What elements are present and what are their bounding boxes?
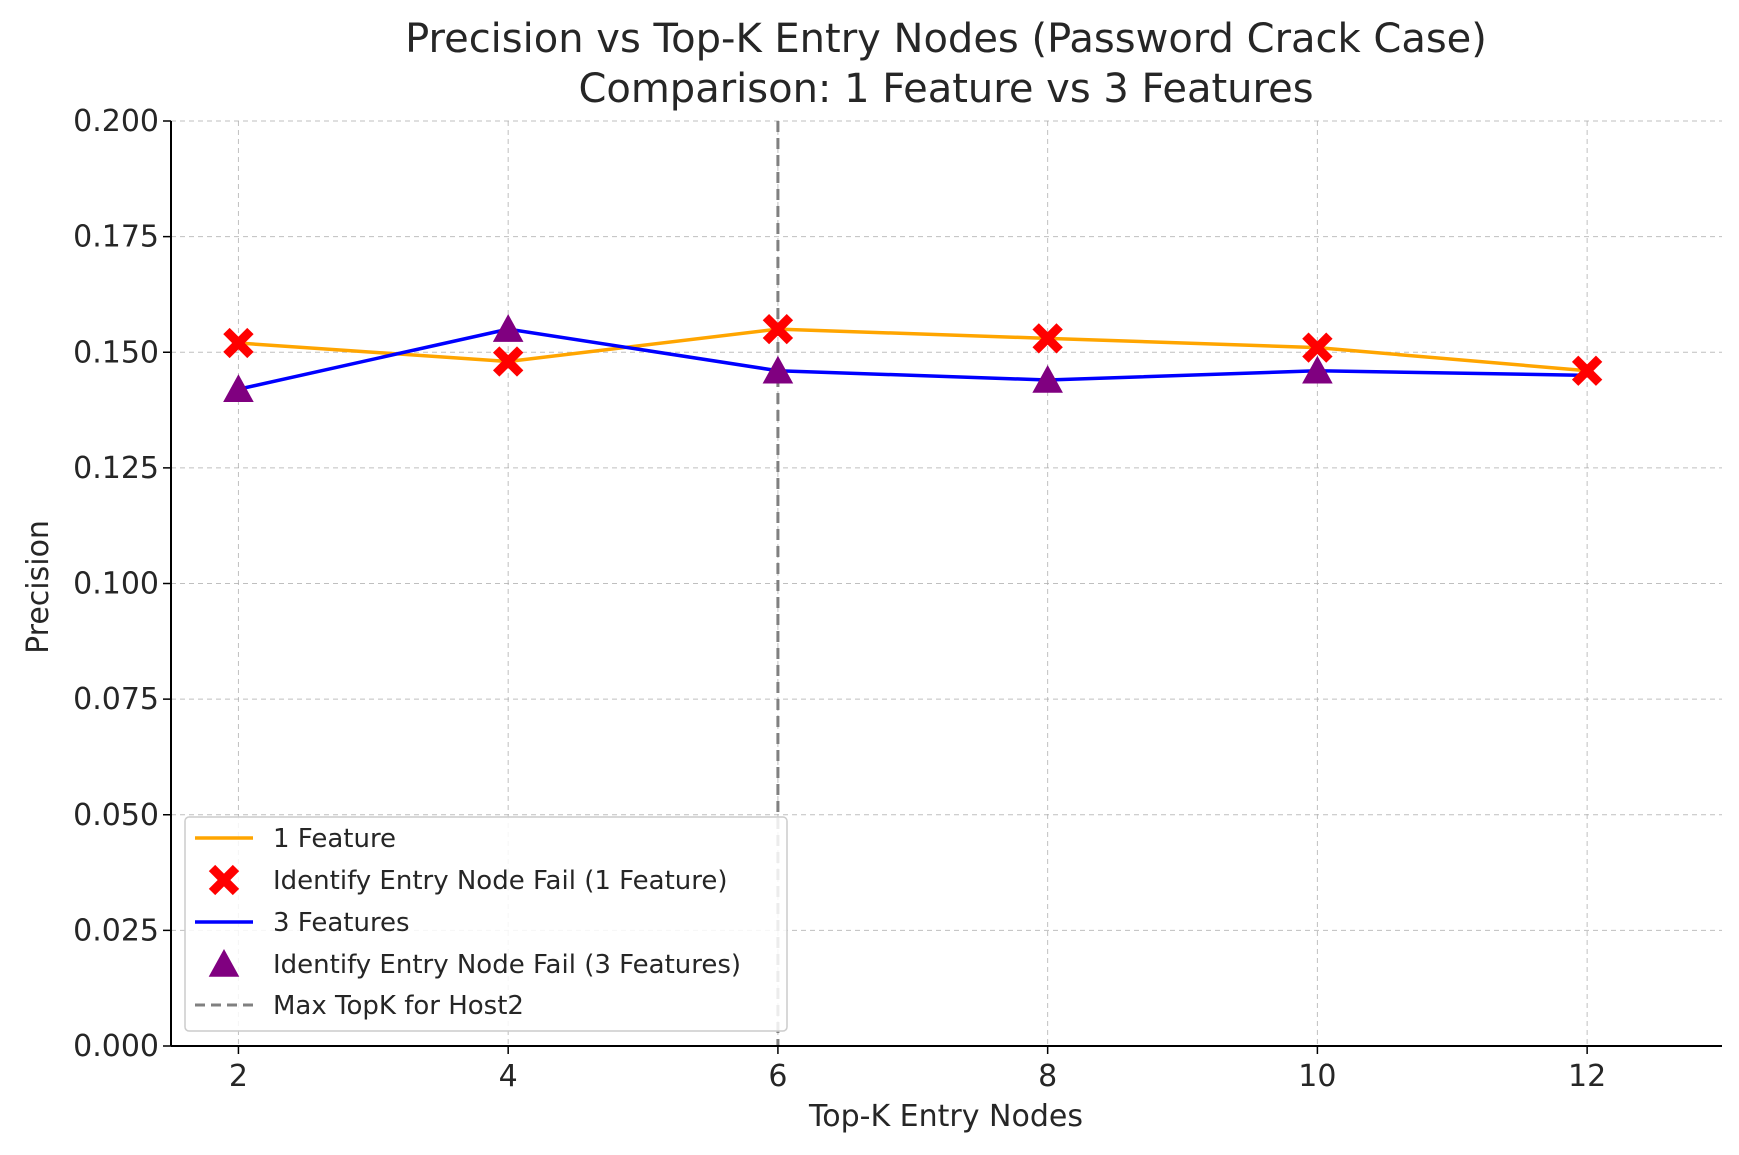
axes	[163, 120, 1722, 1054]
data-point-marker	[1302, 355, 1333, 384]
x-mark-stroke	[1302, 332, 1333, 363]
legend-label: 1 Feature	[273, 824, 396, 854]
tick-labels: 2 4 6 8 10 12 0.000 0.025 0.050 0.075 0.100 0.125 0.…	[73, 104, 1606, 1094]
y-axis-label: Precision	[21, 520, 56, 654]
y-tick-label: 0.150	[73, 335, 159, 370]
data-point-marker	[492, 346, 524, 377]
legend-swatch	[208, 949, 240, 977]
data-point-marker	[762, 355, 794, 384]
data-point-marker	[223, 374, 254, 402]
data-point-marker	[1032, 365, 1063, 393]
x-tick-label: 8	[1038, 1059, 1057, 1094]
legend-label: Max TopK for Host2	[273, 991, 524, 1021]
legend-box	[184, 816, 788, 1032]
y-tick-label: 0.100	[73, 567, 159, 602]
series-line-2	[238, 327, 1588, 391]
legend-label: 3 Features	[273, 908, 410, 938]
series-line-1	[238, 327, 1588, 373]
x-tick-label: 6	[768, 1059, 787, 1094]
chart-title: Precision vs Top-K Entry Nodes (Password…	[405, 16, 1487, 62]
y-tick-label: 0.050	[73, 798, 159, 833]
y-tick-label: 0.200	[73, 104, 159, 139]
data-point-marker	[492, 314, 524, 342]
data-point-marker	[1571, 355, 1603, 386]
x-mark-stroke	[492, 346, 524, 377]
legend-entry-3-features: 3 Features	[195, 908, 410, 938]
legend-label: Identify Entry Node Fail (1 Feature)	[273, 866, 728, 896]
x-tick-label: 12	[1568, 1059, 1606, 1094]
legend-entry-1-feature: 1 Feature	[195, 824, 396, 854]
x-mark-stroke	[208, 864, 240, 896]
series-group	[223, 313, 1603, 402]
y-tick-label: 0.125	[73, 451, 159, 486]
legend-label: Identify Entry Node Fail (3 Features)	[273, 950, 741, 980]
legend-entry-fail-1-feature: Identify Entry Node Fail (1 Feature)	[208, 864, 728, 896]
data-point-marker	[1302, 332, 1333, 363]
legend: 1 Feature Identify Entry Node Fail (1 Fea…	[184, 816, 788, 1032]
x-tick-label: 2	[229, 1059, 248, 1094]
y-tick-label: 0.025	[73, 913, 159, 948]
legend-entry-fail-3-features: Identify Entry Node Fail (3 Features)	[208, 949, 741, 980]
x-tick-label: 4	[499, 1059, 518, 1094]
y-tick-label: 0.000	[73, 1029, 159, 1064]
chart-subtitle: Comparison: 1 Feature vs 3 Features	[578, 66, 1313, 112]
x-tick-label: 10	[1298, 1059, 1336, 1094]
y-tick-label: 0.075	[73, 682, 159, 717]
y-tick-label: 0.175	[73, 220, 159, 255]
data-point-marker	[223, 327, 254, 359]
x-mark-stroke	[1032, 323, 1063, 354]
data-point-marker	[1032, 323, 1063, 354]
x-axis-label: Top-K Entry Nodes	[808, 1099, 1083, 1134]
legend-swatch	[208, 864, 240, 896]
x-mark-stroke	[223, 327, 254, 359]
legend-entry-max-topk: Max TopK for Host2	[195, 991, 524, 1021]
x-mark-stroke	[762, 313, 794, 345]
data-point-marker	[762, 313, 794, 345]
x-mark-stroke	[1571, 355, 1603, 386]
